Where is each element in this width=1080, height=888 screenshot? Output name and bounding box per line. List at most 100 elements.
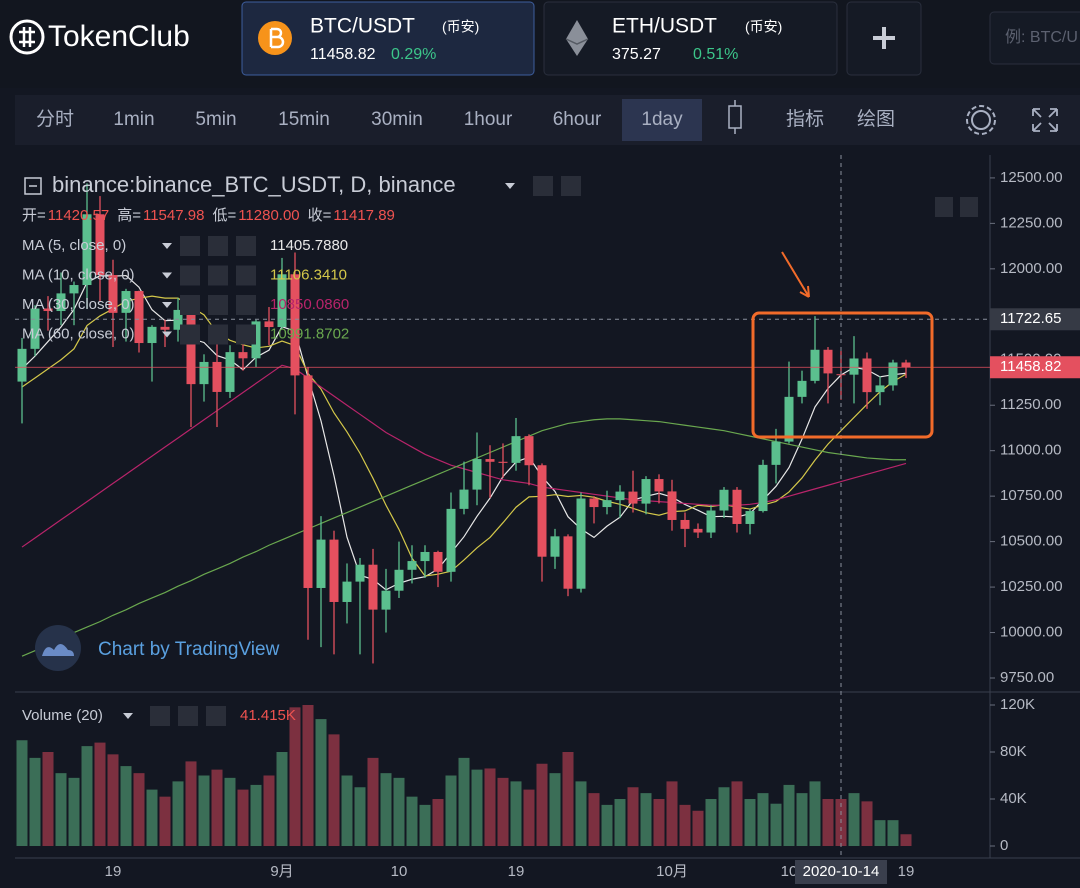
tab-change: 0.29%: [391, 46, 436, 63]
tab-change: 0.51%: [693, 46, 738, 63]
volume-bar: [718, 787, 730, 847]
eth-glyph: [565, 38, 589, 45]
interval-button[interactable]: 分时: [36, 108, 74, 130]
candle-body: [550, 536, 560, 557]
logo-glyph: [19, 27, 35, 47]
gear-icon: [208, 265, 228, 286]
crosshair-price: 11722.65: [1000, 310, 1061, 327]
volume-bar: [172, 781, 184, 847]
interval-button[interactable]: 15min: [278, 109, 330, 130]
scroll-up-icon[interactable]: [960, 197, 978, 217]
close-icon: [236, 295, 256, 315]
interval-button[interactable]: 1hour: [464, 109, 513, 130]
annotation-arrow: [781, 251, 810, 298]
interval-button[interactable]: 30min: [371, 109, 423, 130]
candle-body: [82, 214, 92, 286]
volume-bar: [523, 789, 535, 847]
candle-body: [433, 551, 443, 572]
gear-icon: [208, 324, 228, 345]
plus-icon: [873, 27, 895, 49]
x-tick-label: 9月: [270, 863, 293, 880]
volume-bar: [497, 777, 509, 847]
candle-body: [485, 459, 495, 462]
close-icon: [236, 324, 256, 345]
volume-bar: [81, 746, 93, 847]
close-icon: [206, 706, 226, 726]
eye-icon[interactable]: [533, 176, 553, 196]
drawing-button[interactable]: 绘图: [857, 108, 895, 130]
volume-bar: [822, 799, 834, 847]
tab[interactable]: [543, 1, 838, 76]
candle-body: [498, 461, 508, 463]
candle-body: [108, 275, 118, 313]
candle-body: [199, 361, 209, 385]
candle-body: [901, 362, 911, 368]
volume-bar: [692, 810, 704, 847]
volume-bar: [640, 793, 652, 847]
volume-bar: [302, 704, 314, 847]
interval-button[interactable]: 6hour: [553, 109, 602, 130]
legend: 开= 11420.57 高= 11547.98 低= 11280.00 收= 11417.89…: [22, 207, 395, 726]
ma-line: [21, 274, 907, 591]
candle-body: [628, 491, 638, 504]
candle-body: [537, 465, 547, 557]
ohlc-label: 低=: [212, 207, 236, 224]
x-tick-label: 10: [391, 863, 408, 880]
y-tick-label: 12500.00: [1000, 169, 1063, 186]
candle-body: [134, 291, 144, 344]
x-tick-label: 10月: [656, 863, 688, 880]
volume-name: Volume (20): [22, 707, 103, 724]
candle-body: [186, 309, 196, 385]
volume-bar: [770, 803, 782, 847]
symbol-caret[interactable]: [505, 183, 515, 189]
y-tick-label: 40K: [1000, 790, 1027, 807]
candle-body: [615, 491, 625, 501]
volume-bar: [666, 781, 678, 847]
watermark: Chart by TradingView: [98, 639, 280, 660]
tab-exchange: (币安): [442, 19, 479, 35]
tab-active[interactable]: [241, 1, 535, 76]
eye-icon: [180, 265, 200, 286]
interval-button[interactable]: 1day: [641, 109, 683, 130]
candle-body: [225, 352, 235, 392]
candle-body: [69, 285, 79, 294]
volume-bar: [679, 804, 691, 847]
indicators-button[interactable]: 指标: [786, 108, 824, 130]
interval-button[interactable]: 5min: [195, 109, 236, 130]
y-tick-label: 10250.00: [1000, 578, 1063, 595]
volume-bar: [484, 768, 496, 847]
volume-bar: [874, 820, 886, 847]
volume-caret: [123, 713, 133, 719]
volume-bar: [510, 781, 522, 847]
tab-price: 11458.82: [310, 46, 376, 63]
volume-bar: [341, 775, 353, 847]
candle-body: [524, 436, 534, 466]
interval-button[interactable]: 1min: [113, 109, 154, 130]
search-box[interactable]: [989, 11, 1080, 65]
crosshair-date: 2020-10-14: [803, 863, 880, 880]
ohlc-value: 11420.57: [48, 207, 109, 224]
ohlc-label: 收=: [308, 207, 332, 224]
plot: 9750.00 10000.00 10250.00 10500.00 10750.00 1…: [15, 155, 1080, 884]
volume-bar: [796, 793, 808, 847]
fullscreen-icon[interactable]: [1032, 108, 1058, 132]
collapse-icon[interactable]: [24, 177, 42, 195]
scroll-down-icon[interactable]: [935, 197, 953, 217]
candle-body: [446, 508, 456, 572]
x-tick-label: 19: [898, 863, 915, 880]
volume-bar: [250, 784, 262, 847]
candle-body: [407, 561, 417, 570]
logo-text: TokenClub: [48, 20, 190, 53]
volume-bar: [549, 773, 561, 847]
last-price-tag: [990, 356, 1080, 379]
candle-body: [576, 498, 586, 589]
volume-bar: [107, 754, 119, 847]
x-tick-label: 10: [781, 863, 798, 880]
settings-icon[interactable]: [971, 110, 991, 130]
gear-icon[interactable]: [561, 176, 581, 196]
candle-body: [290, 274, 300, 376]
candle-body: [745, 511, 755, 524]
btc-glyph: [269, 27, 285, 49]
candle-body: [95, 214, 105, 276]
